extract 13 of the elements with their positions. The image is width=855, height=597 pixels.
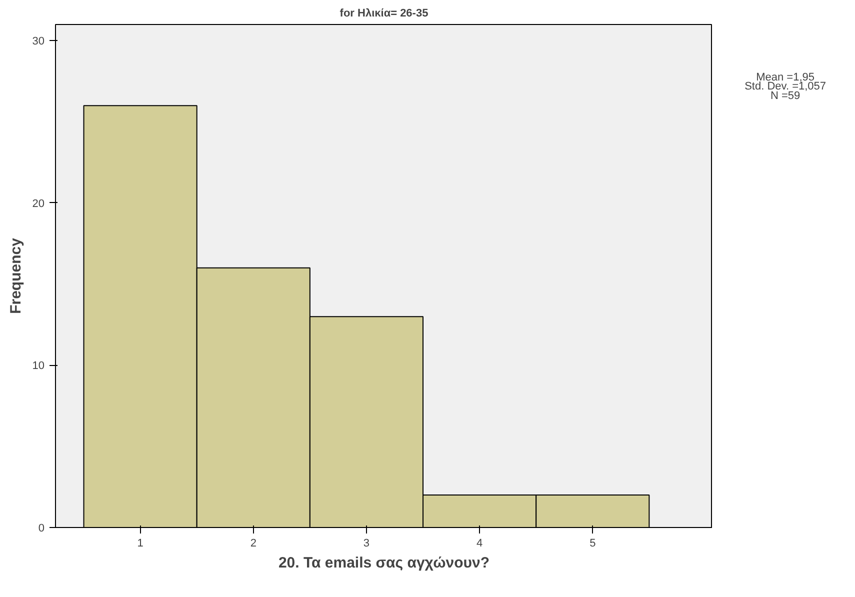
x-tick-label: 4 [476, 538, 483, 550]
y-tick-label: 30 [32, 36, 45, 48]
x-tick-label: 5 [590, 538, 596, 550]
x-tick-label: 2 [250, 538, 256, 550]
y-tick-label: 20 [32, 198, 45, 210]
x-tick-label: 1 [137, 538, 144, 550]
x-tick-label: 3 [363, 538, 370, 550]
y-tick-label: 0 [38, 522, 45, 534]
x-axis-title: 20. Τα emails σας αγχώνουν? [278, 554, 490, 572]
chart-title: for Ηλικία= 26-35 [340, 8, 428, 20]
y-tick-label: 10 [32, 360, 45, 372]
text: N =59 [770, 90, 800, 102]
y-axis-title: Frequency [7, 237, 24, 314]
